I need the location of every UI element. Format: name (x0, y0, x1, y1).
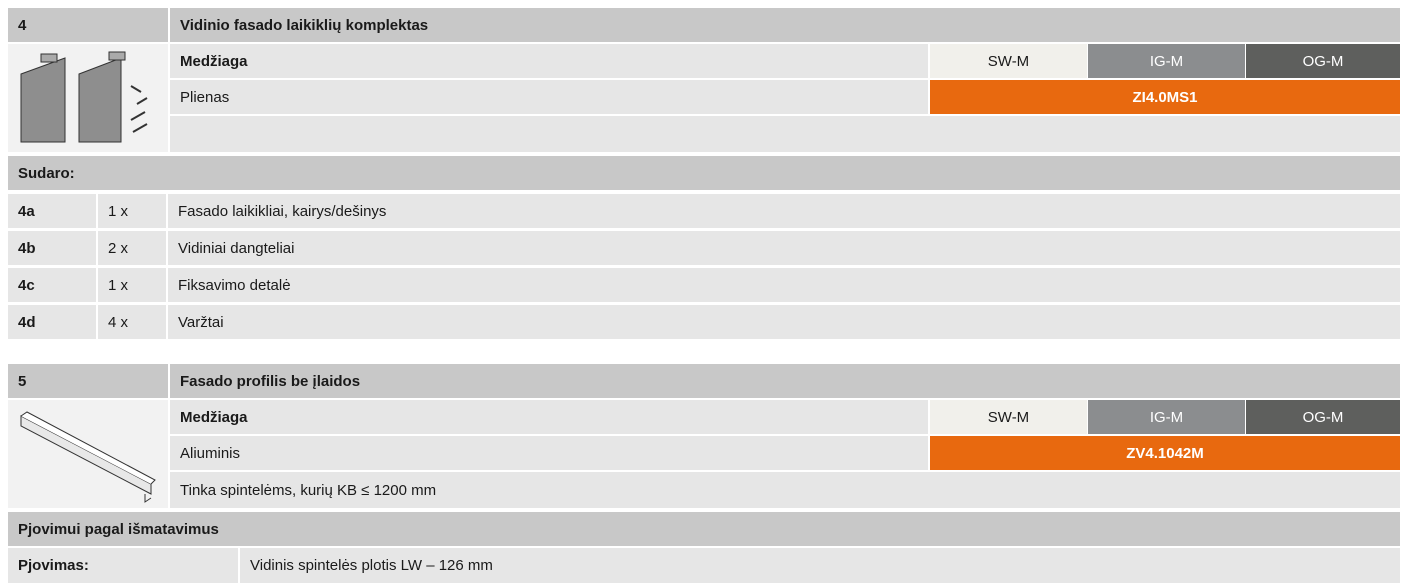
finish: OG-M (1246, 44, 1400, 78)
cutting-label: Pjovimas: (8, 548, 238, 583)
item-qty: 1 x (98, 194, 166, 228)
finish: OG-M (1246, 400, 1400, 434)
note (170, 116, 1400, 152)
finish: SW-M (930, 44, 1087, 78)
article-number: ZI4.0MS1 (930, 80, 1400, 114)
product-image (13, 46, 163, 150)
section-number: 5 (8, 364, 168, 398)
material: Plienas (170, 80, 928, 114)
page: Vidinis spintelės plotis LW – 126 mmPjov… (0, 0, 1408, 583)
cutting-value: Vidinis spintelės plotis LW – 126 mm (240, 548, 1400, 583)
item-desc: Varžtai (168, 305, 1400, 339)
item-qty: 2 x (98, 231, 166, 265)
section-title: Vidinio fasado laikiklių komplektas (170, 8, 1400, 42)
cutting-title: Pjovimui pagal išmatavimus (8, 512, 1400, 546)
section-title: Fasado profilis be įlaidos (170, 364, 1400, 398)
finish: IG-M (1088, 44, 1245, 78)
article-number: ZV4.1042M (930, 436, 1400, 470)
item-desc: Vidiniai dangteliai (168, 231, 1400, 265)
item-qty: 4 x (98, 305, 166, 339)
item-code: 4a (8, 194, 96, 228)
material: Aliuminis (170, 436, 928, 470)
item-qty: 1 x (98, 268, 166, 302)
material-label: Medžiaga (170, 44, 928, 78)
product-image (13, 402, 163, 506)
item-desc: Fasado laikikliai, kairys/dešinys (168, 194, 1400, 228)
material-label: Medžiaga (170, 400, 928, 434)
item-code: 4c (8, 268, 96, 302)
section-number: 4 (8, 8, 168, 42)
finish: IG-M (1088, 400, 1245, 434)
contents-label: Sudaro: (8, 156, 1400, 190)
note: Tinka spintelėms, kurių KB ≤ 1200 mm (170, 472, 1400, 508)
item-code: 4b (8, 231, 96, 265)
item-code: 4d (8, 305, 96, 339)
finish: SW-M (930, 400, 1087, 434)
item-desc: Fiksavimo detalė (168, 268, 1400, 302)
